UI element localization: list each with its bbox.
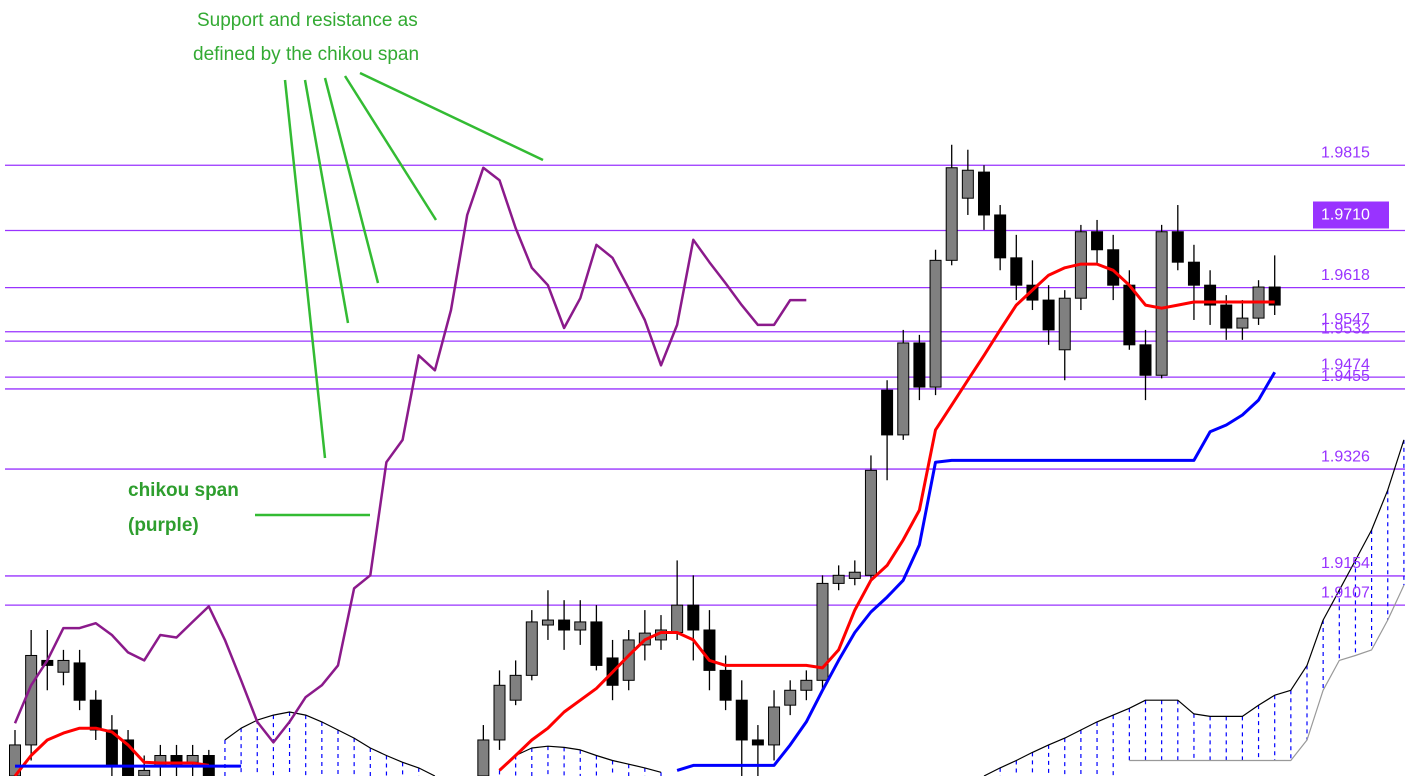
pointer-line bbox=[323, 77, 380, 284]
candle-body bbox=[848, 571, 861, 579]
candle-body bbox=[477, 739, 490, 776]
candle-body bbox=[25, 654, 38, 746]
candle-body bbox=[1058, 297, 1071, 351]
candle-body bbox=[525, 621, 538, 676]
candle-body bbox=[1123, 284, 1136, 346]
candle-body bbox=[1010, 257, 1023, 286]
candle-body bbox=[913, 342, 926, 388]
candle-body bbox=[735, 699, 748, 741]
candle-body bbox=[1204, 284, 1217, 306]
candle-body bbox=[784, 689, 797, 706]
annotation: Support and resistance as bbox=[197, 10, 418, 31]
candle-body bbox=[832, 574, 845, 584]
candle-body bbox=[864, 469, 877, 576]
candle-body bbox=[1091, 231, 1104, 251]
candle-body bbox=[574, 621, 587, 631]
candle-body bbox=[881, 389, 894, 436]
candle-body bbox=[493, 684, 506, 741]
candle-body bbox=[89, 699, 102, 731]
candle-body bbox=[73, 662, 86, 701]
y-tick-label: 1.9474 bbox=[1321, 356, 1370, 373]
candle-body bbox=[978, 171, 990, 216]
candle-body bbox=[703, 629, 716, 671]
cloud-upper-line bbox=[224, 439, 1405, 776]
candle-body bbox=[1171, 231, 1184, 263]
candle-body bbox=[897, 342, 910, 436]
candle-body bbox=[929, 259, 942, 388]
indicator-line bbox=[15, 371, 1276, 772]
candle-body bbox=[768, 706, 781, 746]
tick-highlight bbox=[1313, 201, 1389, 229]
candle-body bbox=[138, 769, 151, 776]
candle-body bbox=[1042, 299, 1055, 331]
candle-body bbox=[1155, 231, 1168, 376]
y-tick-label: 1.9532 bbox=[1321, 320, 1370, 337]
candle-body bbox=[57, 659, 70, 673]
pointer-line bbox=[343, 75, 438, 221]
candle-body bbox=[1236, 317, 1249, 329]
y-tick-label: 1.9815 bbox=[1321, 144, 1370, 161]
candle-body bbox=[719, 669, 732, 701]
candle-body bbox=[800, 679, 813, 691]
candle-body bbox=[994, 214, 1007, 259]
pointer-line bbox=[359, 71, 544, 162]
candle-body bbox=[541, 619, 554, 626]
annotation: defined by the chikou span bbox=[193, 44, 419, 65]
candle-body bbox=[558, 619, 571, 631]
y-tick-label: 1.9455 bbox=[1321, 368, 1370, 385]
cloud-lower-line bbox=[1129, 585, 1405, 762]
candle-body bbox=[186, 754, 199, 763]
y-tick-label: 1.9547 bbox=[1321, 311, 1370, 328]
y-tick-label: 1.9710 bbox=[1321, 207, 1370, 224]
candle-body bbox=[509, 674, 522, 701]
pointer-line bbox=[283, 79, 327, 459]
candle-body bbox=[687, 604, 700, 631]
candle-body bbox=[751, 739, 764, 746]
annotation-pointers bbox=[255, 71, 544, 517]
annotation: (purple) bbox=[128, 515, 199, 536]
candle-body bbox=[671, 604, 684, 633]
y-tick-label: 1.9154 bbox=[1321, 555, 1370, 572]
candle-body bbox=[1187, 261, 1200, 286]
candle-body bbox=[1139, 344, 1152, 376]
candle-body bbox=[122, 739, 135, 776]
line-layer bbox=[13, 166, 1276, 776]
indicator-line bbox=[13, 262, 1275, 776]
y-tick-label: 1.9326 bbox=[1321, 448, 1370, 465]
cloud-layer bbox=[224, 439, 1405, 776]
candle-body bbox=[945, 167, 958, 261]
y-tick-label: 1.9618 bbox=[1321, 267, 1370, 284]
candle-body bbox=[1026, 284, 1039, 301]
annotation: chikou span bbox=[128, 480, 239, 501]
candle-body bbox=[961, 169, 974, 199]
candle-body bbox=[816, 582, 829, 681]
grid-layer bbox=[5, 164, 1405, 606]
candle-body bbox=[1220, 304, 1233, 329]
y-tick-label: 1.9107 bbox=[1321, 584, 1370, 601]
candle-body bbox=[590, 621, 603, 666]
candle-body bbox=[1268, 286, 1281, 306]
pointer-line bbox=[303, 79, 350, 324]
indicator-line bbox=[13, 166, 807, 744]
